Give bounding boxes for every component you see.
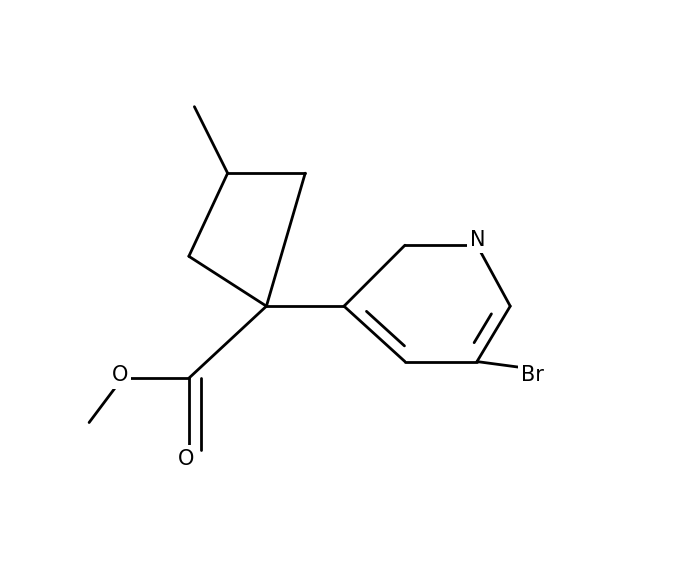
- Text: Br: Br: [522, 365, 544, 386]
- Text: N: N: [471, 229, 486, 250]
- Text: O: O: [178, 449, 194, 469]
- Text: O: O: [111, 365, 128, 386]
